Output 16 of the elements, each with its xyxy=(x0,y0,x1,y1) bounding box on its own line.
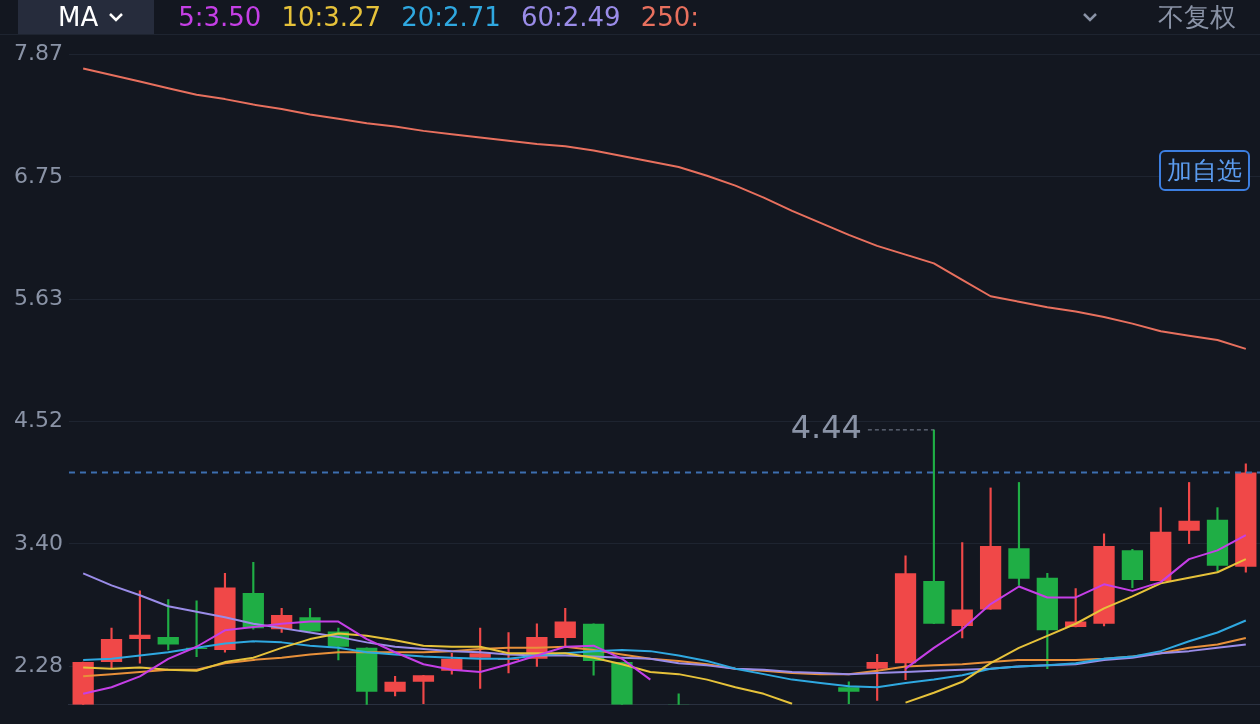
annotation: 4.44 xyxy=(790,408,862,447)
text: MA xyxy=(58,2,99,32)
text: 250: xyxy=(640,2,700,32)
text: 20:2.71 xyxy=(401,2,501,32)
y-tick-label: 6.75 xyxy=(14,162,63,188)
text: 60:2.49 xyxy=(520,2,621,32)
y-tick-label: 2.28 xyxy=(14,652,63,678)
y-tick-label: 3.40 xyxy=(14,529,63,555)
y-tick-label: 4.52 xyxy=(14,406,63,432)
text: 不复权 xyxy=(1158,0,1236,34)
y-tick-label: 5.63 xyxy=(14,285,63,311)
y-tick-label: 7.87 xyxy=(14,39,63,65)
annotation: 加自选 xyxy=(1159,150,1250,191)
candlestick xyxy=(412,674,435,705)
text: 10:3.27 xyxy=(281,2,382,32)
text: 5:3.50 xyxy=(178,2,262,32)
